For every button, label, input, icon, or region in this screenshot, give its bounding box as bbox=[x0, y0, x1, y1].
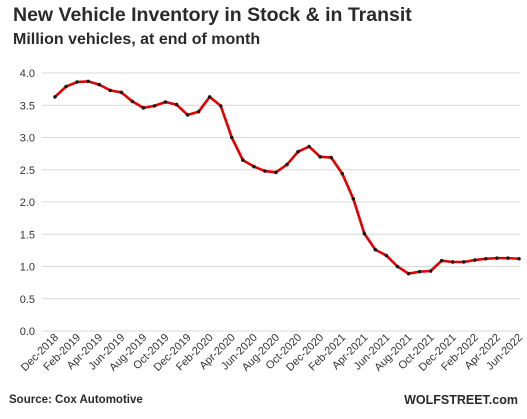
data-point bbox=[373, 247, 378, 252]
y-tick-label: 0.5 bbox=[20, 294, 35, 306]
data-point bbox=[296, 149, 300, 154]
y-tick-label: 1.0 bbox=[20, 262, 35, 274]
data-point bbox=[196, 109, 201, 114]
data-point bbox=[130, 99, 135, 104]
data-point bbox=[307, 144, 311, 149]
data-point bbox=[119, 90, 124, 95]
y-tick-label: 1.5 bbox=[20, 229, 35, 241]
data-point bbox=[174, 102, 179, 107]
source-note: Source: Cox Automotive bbox=[9, 394, 143, 406]
data-point bbox=[340, 171, 345, 176]
y-tick-label: 3.5 bbox=[20, 100, 35, 112]
data-point bbox=[263, 169, 267, 173]
data-point bbox=[495, 256, 499, 260]
data-point bbox=[218, 104, 223, 108]
data-point bbox=[439, 258, 444, 263]
data-point bbox=[108, 88, 113, 93]
data-point bbox=[461, 260, 466, 264]
watermark: WOLFSTREET.com bbox=[404, 393, 518, 407]
data-point bbox=[484, 256, 488, 261]
data-point bbox=[64, 84, 68, 89]
data-point bbox=[97, 82, 101, 87]
data-point bbox=[53, 95, 57, 99]
data-point bbox=[428, 269, 433, 273]
data-point bbox=[395, 264, 400, 269]
chart-subtitle: Million vehicles, at end of month bbox=[13, 31, 261, 48]
y-tick-label: 2.5 bbox=[20, 165, 35, 177]
y-tick-label: 0.0 bbox=[20, 326, 35, 338]
y-tick-label: 4.0 bbox=[20, 68, 35, 80]
data-point bbox=[517, 256, 521, 261]
data-point bbox=[285, 162, 289, 167]
x-axis-ticks: Dec-2018Feb-2019Apr-2019Jun-2019Aug-2019… bbox=[19, 332, 525, 374]
data-point bbox=[274, 170, 278, 175]
chart-title: New Vehicle Inventory in Stock & in Tran… bbox=[13, 4, 412, 26]
gridlines bbox=[42, 72, 520, 332]
data-point bbox=[506, 256, 510, 260]
data-point bbox=[252, 164, 256, 169]
data-point bbox=[141, 106, 146, 110]
data-point bbox=[351, 196, 356, 201]
series-inventory bbox=[53, 79, 521, 276]
data-point bbox=[384, 253, 389, 258]
data-point bbox=[163, 100, 168, 104]
data-point bbox=[362, 231, 367, 236]
data-point bbox=[450, 260, 455, 264]
y-tick-label: 3.0 bbox=[20, 133, 35, 145]
data-point bbox=[318, 155, 322, 159]
data-point bbox=[417, 269, 422, 274]
data-point bbox=[229, 135, 234, 140]
data-point bbox=[241, 158, 245, 162]
y-tick-label: 2.0 bbox=[20, 197, 35, 209]
y-axis-ticks: 0.0 0.5 1.0 1.5 2.0 2.5 3.0 3.5 4.0 bbox=[20, 68, 35, 338]
series-line bbox=[54, 80, 520, 275]
data-point bbox=[329, 155, 333, 160]
data-point bbox=[152, 104, 157, 108]
data-point bbox=[185, 113, 190, 117]
data-point bbox=[86, 79, 90, 84]
data-point bbox=[473, 258, 477, 262]
data-point bbox=[406, 271, 411, 276]
data-point bbox=[207, 95, 212, 99]
data-point bbox=[75, 80, 79, 84]
